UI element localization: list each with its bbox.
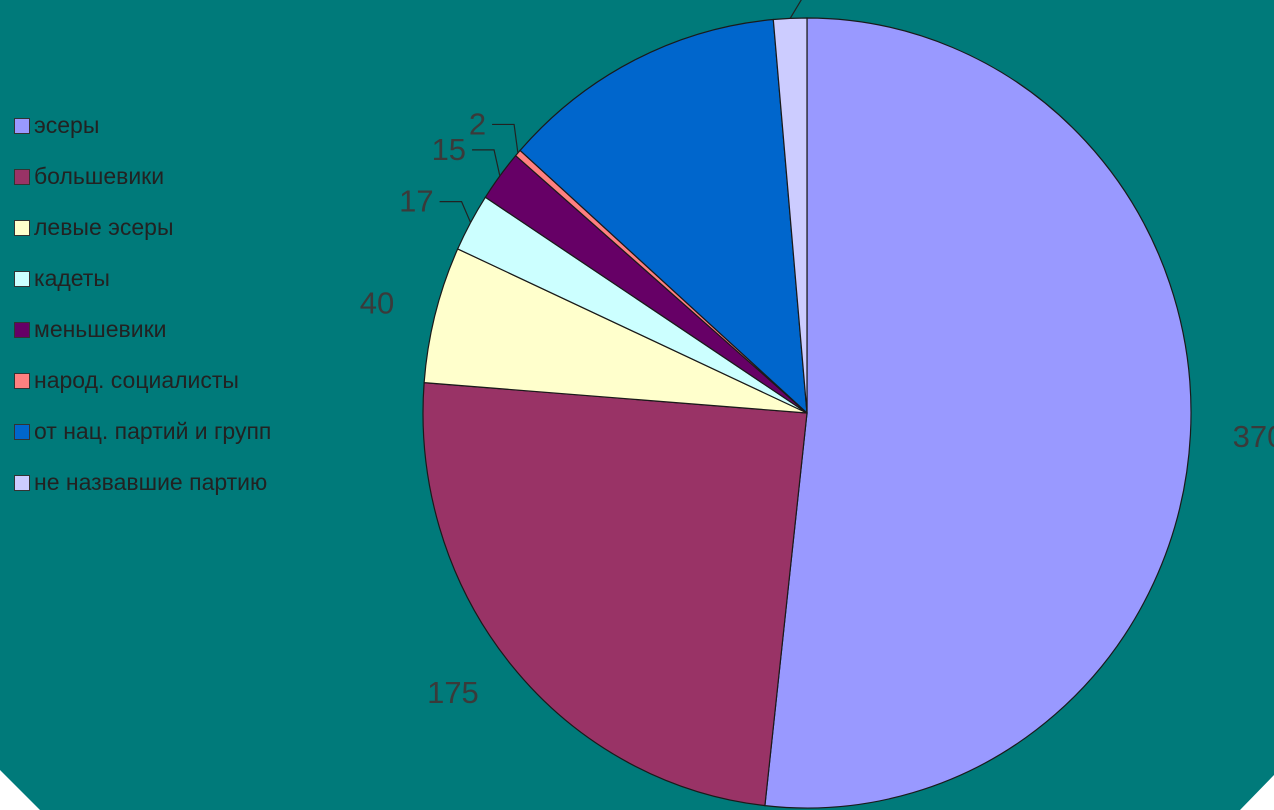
legend-label-0: эсеры bbox=[34, 112, 100, 138]
legend-swatch-2 bbox=[14, 219, 30, 236]
legend-swatch-6 bbox=[14, 423, 30, 440]
data-label-1: 175 bbox=[427, 675, 479, 710]
data-label-4: 15 bbox=[432, 132, 466, 167]
legend-item-5: народ. социалисты bbox=[14, 355, 271, 406]
legend-swatch-3 bbox=[14, 270, 30, 287]
legend-item-2: левые эсеры bbox=[14, 202, 271, 253]
leader-line-4 bbox=[472, 149, 501, 177]
leader-line-7 bbox=[789, 0, 802, 19]
legend-item-1: большевики bbox=[14, 151, 271, 202]
legend-label-3: кадеты bbox=[34, 265, 110, 291]
legend-swatch-7 bbox=[14, 474, 30, 491]
legend-item-0: эсеры bbox=[14, 100, 271, 151]
leader-line-3 bbox=[439, 201, 472, 223]
legend-swatch-4 bbox=[14, 321, 30, 338]
legend-item-6: от нац. партий и групп bbox=[14, 406, 271, 457]
data-label-5: 2 bbox=[469, 106, 486, 141]
legend-label-2: левые эсеры bbox=[34, 214, 174, 240]
legend: эсеры большевики левые эсеры кадеты меньшеви… bbox=[14, 100, 271, 508]
pie-slice-6 bbox=[519, 18, 808, 415]
legend-swatch-1 bbox=[14, 168, 30, 185]
legend-swatch-5 bbox=[14, 372, 30, 389]
data-label-0: 370 bbox=[1233, 419, 1274, 454]
legend-label-5: народ. социалисты bbox=[34, 367, 239, 393]
legend-item-3: кадеты bbox=[14, 253, 271, 304]
legend-swatch-0 bbox=[14, 117, 30, 134]
data-label-2: 40 bbox=[360, 285, 394, 320]
legend-label-1: большевики bbox=[34, 163, 165, 189]
pie-slice-1 bbox=[422, 382, 808, 807]
leader-line-5 bbox=[492, 123, 519, 154]
pie-slice-2 bbox=[423, 248, 808, 414]
pie-slice-0 bbox=[764, 17, 1192, 809]
data-label-3: 17 bbox=[399, 184, 433, 219]
legend-item-4: меньшевики bbox=[14, 304, 271, 355]
legend-item-7: не назвавшие партию bbox=[14, 457, 271, 508]
legend-label-7: не назвавшие партию bbox=[34, 469, 268, 495]
legend-label-4: меньшевики bbox=[34, 316, 167, 342]
legend-label-6: от нац. партий и групп bbox=[34, 418, 272, 444]
